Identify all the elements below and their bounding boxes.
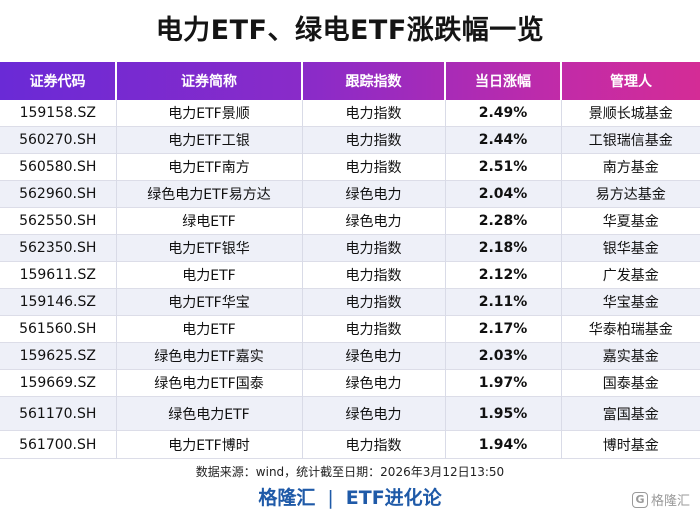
cell-name: 绿色电力ETF	[116, 396, 303, 431]
cell-code: 159146.SZ	[0, 288, 117, 316]
cell-change: 1.97%	[445, 369, 562, 397]
cell-change: 1.94%	[445, 430, 562, 459]
cell-code: 159158.SZ	[0, 100, 117, 127]
cell-manager: 博时基金	[602, 437, 659, 454]
data-source-note: 数据来源：wind，统计截至日期：2026年3月12日13:50	[195, 465, 505, 479]
brand-column: ETF进化论	[345, 487, 442, 509]
cell-manager: 富国基金	[602, 406, 659, 423]
cell-manager: 广发基金	[602, 268, 659, 284]
etf-table: 证券代码 证券简称 跟踪指数 当日涨幅 管理人 159158.SZ 电力ETF景顺…	[0, 62, 700, 459]
cell-index: 电力指数	[302, 126, 446, 154]
cell-manager: 景顺长城基金	[588, 106, 673, 122]
cell-index: 电力指数	[302, 153, 446, 181]
header-manager: 管理人	[610, 74, 652, 90]
cell-name: 电力ETF华宝	[116, 288, 303, 316]
cell-code: 159669.SZ	[0, 369, 117, 397]
cell-index: 电力指数	[302, 234, 446, 262]
watermark-text: 格隆汇	[650, 494, 690, 509]
cell-index: 绿色电力	[302, 396, 446, 431]
cell-code: 159611.SZ	[0, 261, 117, 289]
cell-code: 561700.SH	[0, 430, 117, 459]
brand-footer: 格隆汇 | ETF进化论	[0, 483, 700, 513]
table-row: 561700.SH 电力ETF博时 电力指数 1.94% 博时基金	[0, 430, 700, 459]
table-row: 560580.SH 电力ETF南方 电力指数 2.51% 南方基金	[0, 153, 700, 181]
cell-manager: 工银瑞信基金	[588, 133, 673, 149]
cell-name: 电力ETF工银	[116, 126, 303, 154]
cell-index: 绿色电力	[302, 369, 446, 397]
cell-index: 电力指数	[302, 100, 446, 127]
cell-change: 2.28%	[445, 207, 562, 235]
cell-name: 电力ETF	[116, 261, 303, 289]
cell-code: 561170.SH	[0, 396, 117, 431]
cell-index: 绿色电力	[302, 342, 446, 370]
cell-manager: 华夏基金	[602, 214, 659, 230]
table-row: 561170.SH 绿色电力ETF 绿色电力 1.95% 富国基金	[0, 396, 700, 431]
cell-change: 2.18%	[445, 234, 562, 262]
cell-name: 绿色电力ETF易方达	[116, 180, 303, 208]
cell-code: 561560.SH	[0, 315, 117, 343]
table-row: 159146.SZ 电力ETF华宝 电力指数 2.11% 华宝基金	[0, 288, 700, 316]
cell-manager: 嘉实基金	[602, 349, 659, 365]
table-row: 159669.SZ 绿色电力ETF国泰 绿色电力 1.97% 国泰基金	[0, 369, 700, 397]
watermark: G 格隆汇	[631, 490, 690, 509]
table-row: 159625.SZ 绿色电力ETF嘉实 绿色电力 2.03% 嘉实基金	[0, 342, 700, 370]
cell-manager: 南方基金	[602, 160, 659, 176]
cell-code: 159625.SZ	[0, 342, 117, 370]
cell-name: 绿色电力ETF嘉实	[116, 342, 303, 370]
cell-change: 2.44%	[445, 126, 562, 154]
cell-manager: 国泰基金	[602, 376, 659, 392]
cell-name: 电力ETF	[116, 315, 303, 343]
cell-manager: 华宝基金	[602, 295, 659, 311]
header-name: 证券简称	[116, 62, 303, 100]
cell-code: 560270.SH	[0, 126, 117, 154]
table-row: 560270.SH 电力ETF工银 电力指数 2.44% 工银瑞信基金	[0, 126, 700, 154]
cell-name: 电力ETF银华	[116, 234, 303, 262]
cell-code: 562550.SH	[0, 207, 117, 235]
cell-code: 562960.SH	[0, 180, 117, 208]
header-code: 证券代码	[0, 62, 117, 100]
cell-change: 2.51%	[445, 153, 562, 181]
cell-index: 绿色电力	[302, 207, 446, 235]
cell-index: 电力指数	[302, 430, 446, 459]
cell-index: 电力指数	[302, 315, 446, 343]
cell-index: 电力指数	[302, 288, 446, 316]
gelonghui-logo-icon: G	[631, 491, 648, 508]
cell-code: 562350.SH	[0, 234, 117, 262]
cell-name: 电力ETF景顺	[116, 100, 303, 127]
cell-name: 电力ETF博时	[116, 430, 303, 459]
table-row: 159158.SZ 电力ETF景顺 电力指数 2.49% 景顺长城基金	[0, 100, 700, 127]
cell-manager: 易方达基金	[595, 187, 666, 203]
table-header-row: 证券代码 证券简称 跟踪指数 当日涨幅 管理人	[0, 62, 700, 100]
cell-name: 绿色电力ETF国泰	[116, 369, 303, 397]
header-change: 当日涨幅	[445, 62, 562, 100]
cell-name: 绿电ETF	[116, 207, 303, 235]
table-row: 562350.SH 电力ETF银华 电力指数 2.18% 银华基金	[0, 234, 700, 262]
brand-separator: |	[327, 487, 334, 509]
table-row: 159611.SZ 电力ETF 电力指数 2.12% 广发基金	[0, 261, 700, 289]
brand-name: 格隆汇	[258, 487, 316, 509]
cell-change: 1.95%	[445, 396, 562, 431]
page-title: 电力ETF、绿电ETF涨跌幅一览	[155, 15, 545, 46]
cell-change: 2.11%	[445, 288, 562, 316]
cell-manager: 华泰柏瑞基金	[588, 322, 673, 338]
table-row: 561560.SH 电力ETF 电力指数 2.17% 华泰柏瑞基金	[0, 315, 700, 343]
cell-change: 2.49%	[445, 100, 562, 127]
table-row: 562550.SH 绿电ETF 绿色电力 2.28% 华夏基金	[0, 207, 700, 235]
cell-code: 560580.SH	[0, 153, 117, 181]
cell-change: 2.17%	[445, 315, 562, 343]
cell-manager: 银华基金	[602, 241, 659, 257]
cell-change: 2.12%	[445, 261, 562, 289]
table-row: 562960.SH 绿色电力ETF易方达 绿色电力 2.04% 易方达基金	[0, 180, 700, 208]
cell-name: 电力ETF南方	[116, 153, 303, 181]
cell-change: 2.04%	[445, 180, 562, 208]
cell-index: 绿色电力	[302, 180, 446, 208]
cell-index: 电力指数	[302, 261, 446, 289]
header-index: 跟踪指数	[302, 62, 446, 100]
cell-change: 2.03%	[445, 342, 562, 370]
